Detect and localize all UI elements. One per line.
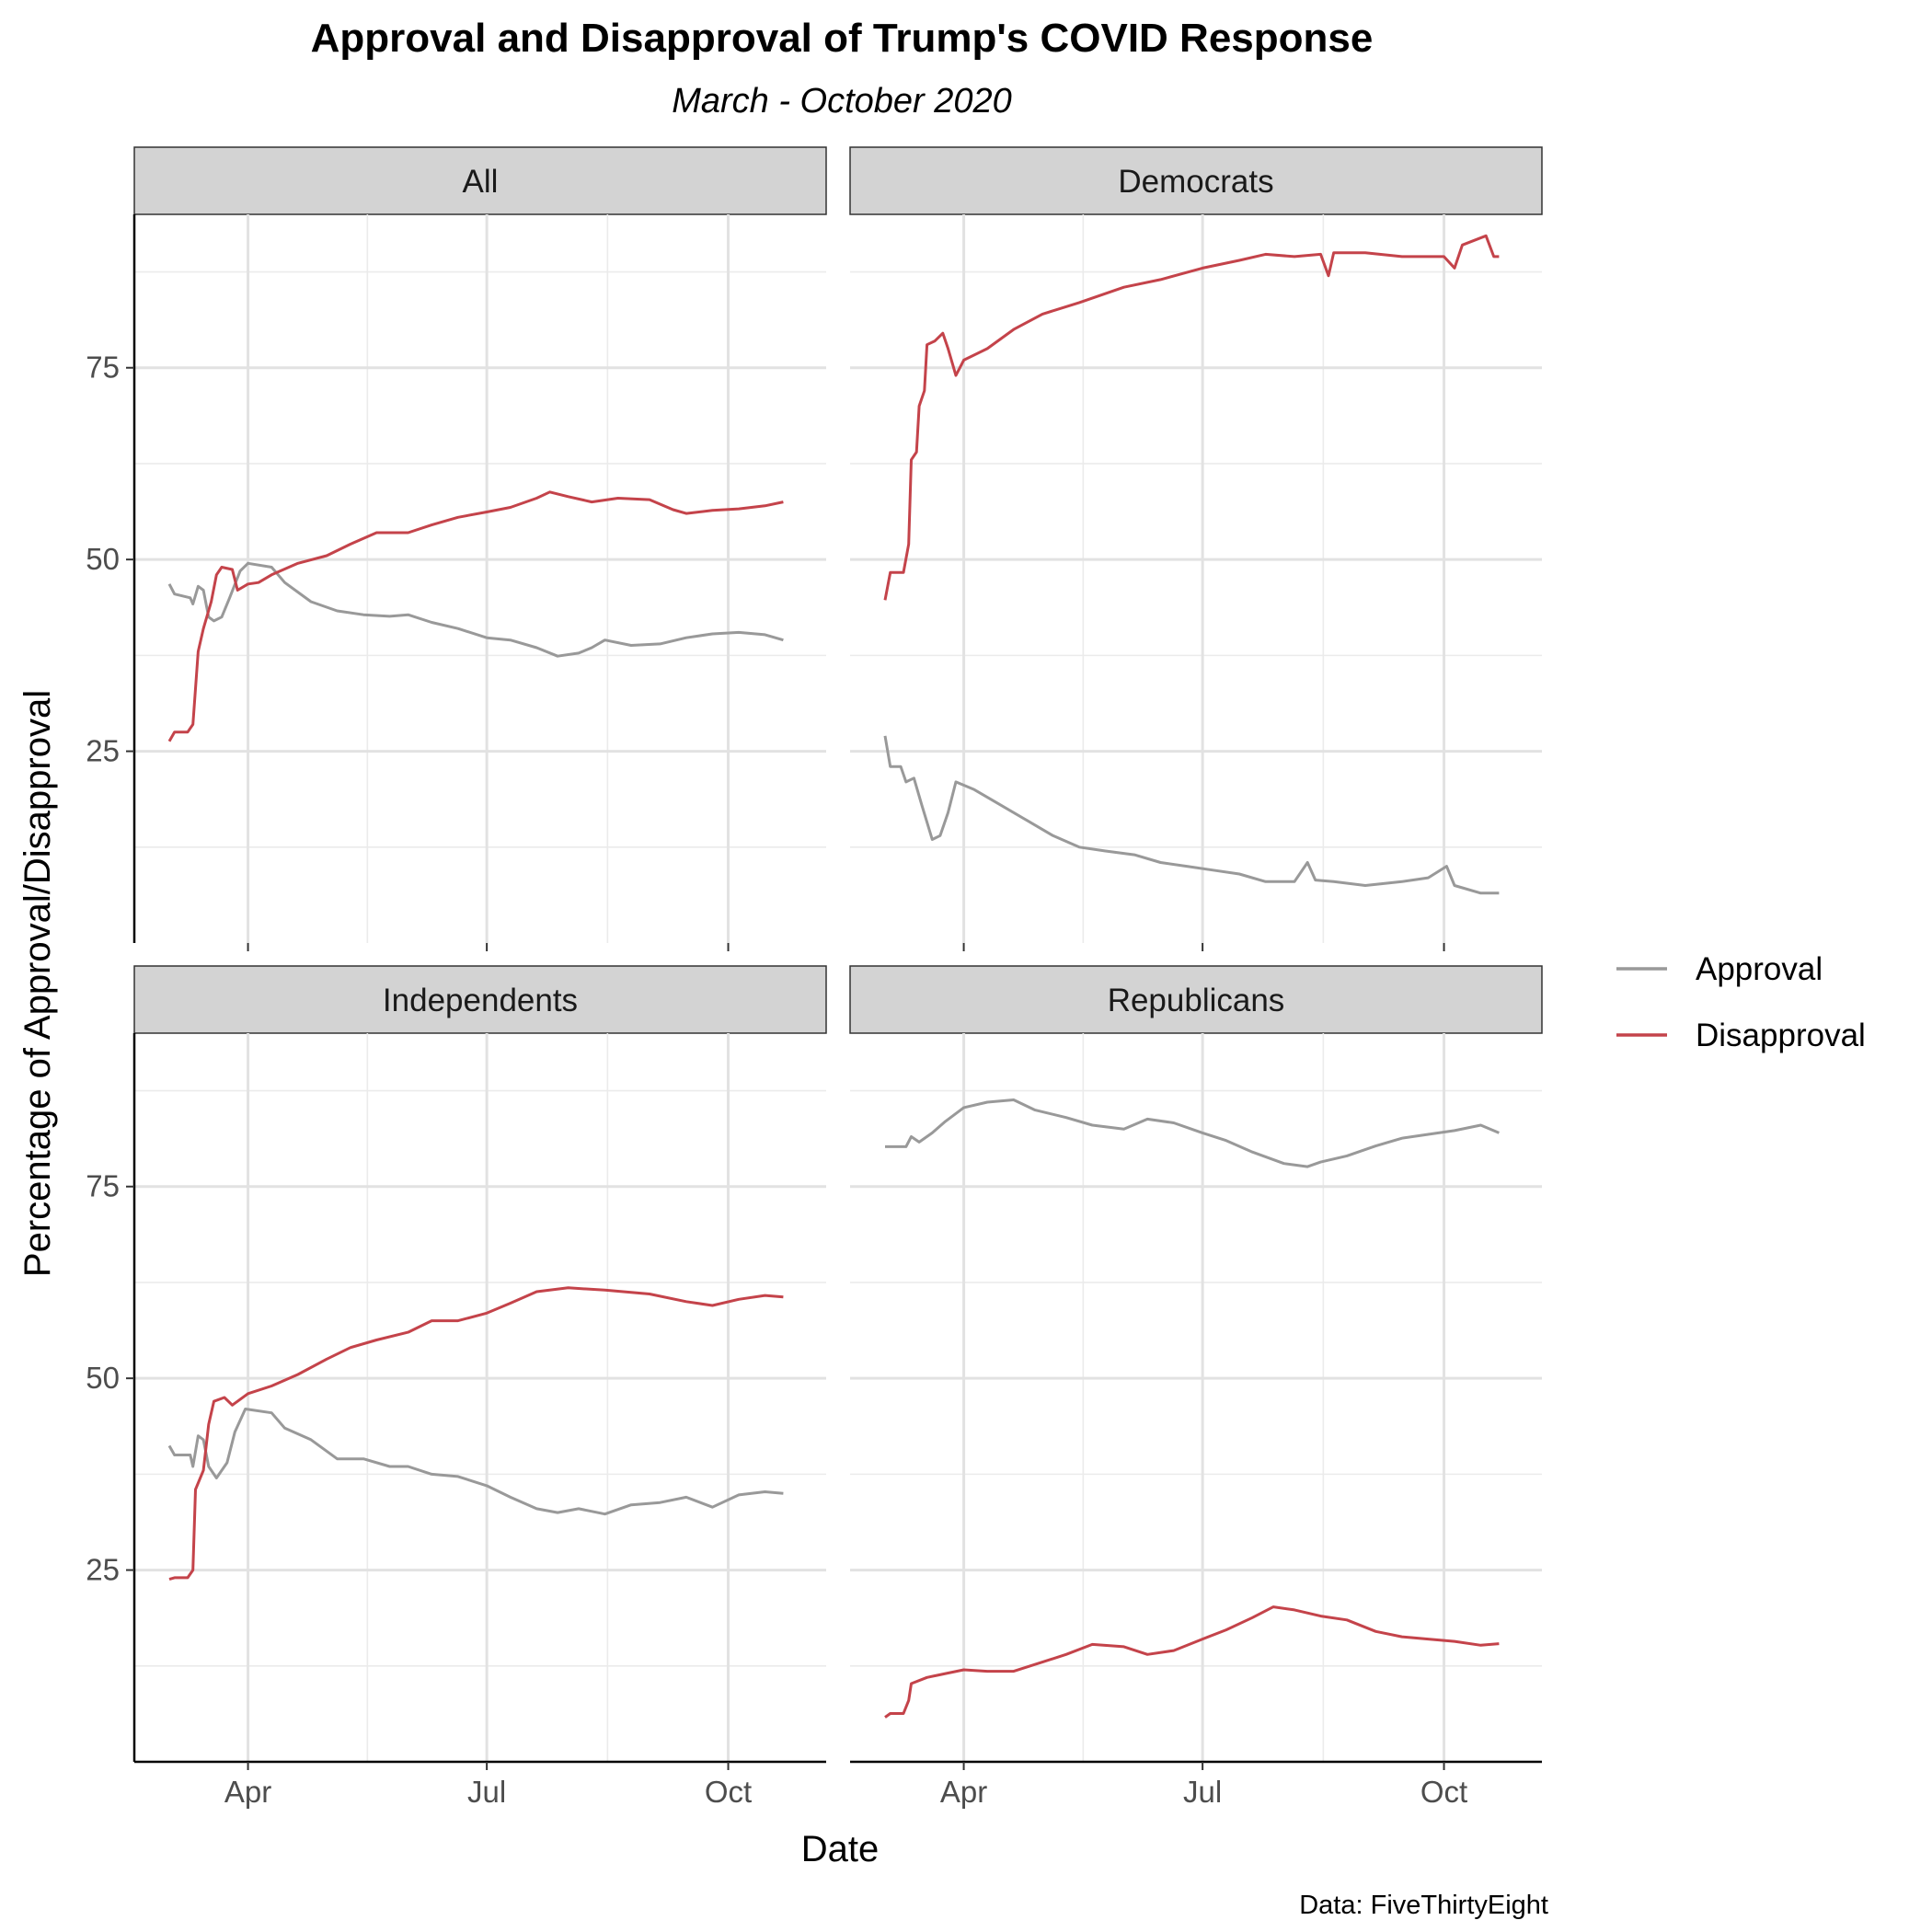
y-tick-label: 50: [86, 542, 120, 576]
series-line-approval: [167, 561, 784, 658]
facet-panels: All 25 50 75 Democrats Independents 25 50 75 Apr J…: [86, 146, 1543, 1809]
legend-label: Disapproval: [1696, 1018, 1866, 1053]
facet-strip: [849, 965, 1543, 1034]
x-axis-title: Date: [801, 1829, 880, 1869]
series-line-disapproval: [883, 234, 1500, 601]
facet-strip-label: Republicans: [1108, 983, 1285, 1018]
legend: Approval Disapproval: [1616, 951, 1866, 1053]
facet-strip-label: All: [463, 164, 499, 200]
y-tick-label: 75: [86, 1169, 120, 1203]
facet-panel-republicans: Republicans Apr Jul Oct: [849, 965, 1543, 1809]
y-tick-label: 25: [86, 1553, 120, 1587]
legend-label: Approval: [1696, 951, 1823, 987]
x-tick-label: Apr: [940, 1775, 987, 1809]
x-tick-label: Jul: [467, 1775, 506, 1809]
facet-strip-label: Democrats: [1118, 164, 1273, 200]
facet-panel-independents: Independents 25 50 75 Apr Jul Oct: [86, 965, 827, 1809]
facet-strip: [133, 965, 827, 1034]
series-line-disapproval: [168, 1286, 784, 1581]
x-tick-label: Jul: [1183, 1775, 1222, 1809]
facet-panel-all: All 25 50 75: [86, 146, 827, 951]
series-line-disapproval: [167, 490, 784, 742]
facet-strip-label: Independents: [383, 983, 578, 1018]
series-line-approval: [885, 1098, 1500, 1168]
chart-subtitle: March - October 2020: [672, 82, 1012, 121]
data-source-caption: Data: FiveThirtyEight: [1299, 1891, 1548, 1920]
x-tick-label: Oct: [1420, 1775, 1467, 1809]
y-tick-label: 25: [86, 734, 120, 768]
facet-strip: [133, 146, 827, 215]
facet-panel-democrats: Democrats: [849, 146, 1543, 951]
legend-item-approval: Approval: [1616, 951, 1823, 987]
legend-item-disapproval: Disapproval: [1616, 1018, 1866, 1053]
series-line-approval: [167, 1408, 784, 1516]
series-line-disapproval: [884, 1605, 1500, 1719]
x-tick-label: Apr: [224, 1775, 271, 1809]
y-tick-label: 75: [86, 351, 120, 385]
y-axis-title: Percentage of Approval/Disapproval: [17, 690, 58, 1277]
x-tick-label: Oct: [705, 1775, 752, 1809]
series-line-approval: [883, 735, 1500, 895]
y-tick-label: 50: [86, 1361, 120, 1395]
facet-strip: [849, 146, 1543, 215]
chart-title: Approval and Disapproval of Trump's COVI…: [311, 16, 1374, 61]
